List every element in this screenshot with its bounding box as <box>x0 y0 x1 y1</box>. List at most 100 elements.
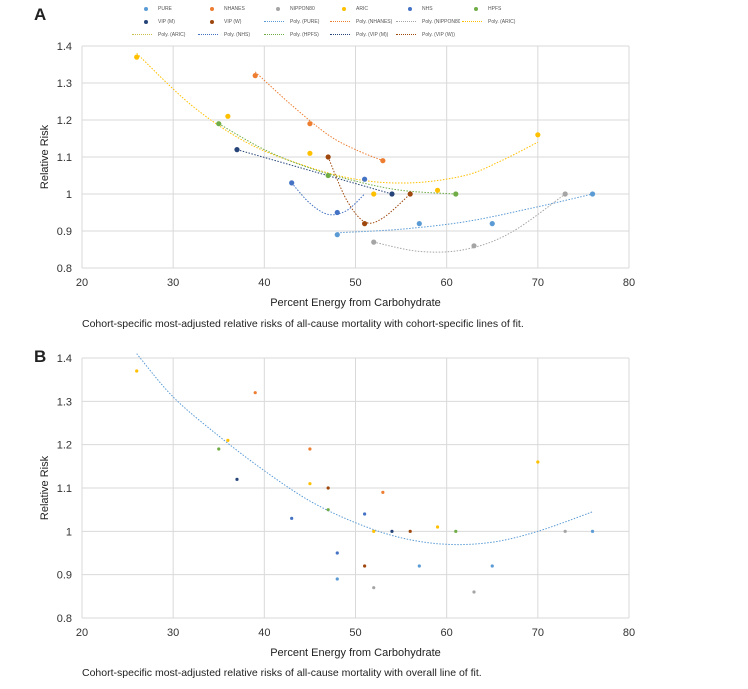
y-tick-label: 1 <box>66 189 72 201</box>
legend-label: Poly. (NHS) <box>224 31 251 38</box>
legend-item: Poly. (NIPPON80) <box>394 19 460 25</box>
legend-marker-line <box>462 21 482 22</box>
legend-row: PURE NHANES NIPPON80 ARIC NHS HPFS <box>130 2 590 15</box>
panel-a-label: A <box>34 5 47 24</box>
legend-item: ARIC <box>328 6 394 12</box>
x-tick-label: 40 <box>258 627 270 639</box>
y-tick-label: 1 <box>66 526 72 538</box>
legend-label: Poly. (NIPPON80) <box>422 18 460 25</box>
data-point-aric <box>135 369 139 373</box>
overall-fit-line <box>136 353 593 546</box>
legend-row: VIP (M) VIP (W) Poly. (PURE) Poly. (NHANES)… <box>130 15 590 28</box>
legend-marker-dot <box>474 6 478 11</box>
fit-line-nippon80 <box>373 193 566 253</box>
data-point-nhanes <box>253 391 257 395</box>
fit-line-pure <box>337 193 593 234</box>
data-point-vip-m <box>390 529 394 533</box>
data-point-pure <box>334 232 340 238</box>
data-point-nhs <box>363 512 367 516</box>
legend-item: VIP (W) <box>196 19 262 25</box>
legend-marker-dot <box>408 6 412 11</box>
chart-b-caption: Cohort-specific most-adjusted relative r… <box>82 667 482 679</box>
y-tick-label: 1.2 <box>57 440 72 452</box>
data-point-pure <box>489 221 495 227</box>
legend-row: Poly. (ARIC) Poly. (NHS) Poly. (HPFS) Poly.… <box>130 28 590 41</box>
x-tick-label: 80 <box>623 627 635 639</box>
x-tick-label: 70 <box>532 277 544 289</box>
data-point-pure <box>590 529 595 533</box>
data-point-vip-m <box>235 477 239 481</box>
x-tick-label: 20 <box>76 627 88 639</box>
data-point-nhs <box>289 180 295 186</box>
legend-label: NIPPON80 <box>290 5 315 12</box>
data-point-pure <box>417 564 421 568</box>
data-point-pure <box>490 564 494 568</box>
data-point-nhanes <box>381 490 385 494</box>
legend-label: Poly. (HPFS) <box>290 31 319 38</box>
data-point-hpfs <box>326 508 330 512</box>
legend-label: HPFS <box>488 5 502 12</box>
data-point-aric <box>536 460 540 464</box>
legend-marker-line <box>396 21 416 22</box>
fit-line-nhs <box>291 182 365 216</box>
data-point-vip-w <box>408 529 412 533</box>
x-tick-label: 60 <box>441 277 453 289</box>
data-point-pure <box>416 221 422 227</box>
fit-line-aric <box>136 53 539 184</box>
data-point-aric <box>225 113 231 119</box>
legend-item: Poly. (ARIC) <box>460 19 526 25</box>
legend-item: NHS <box>394 6 460 12</box>
legend-marker-line <box>330 34 350 35</box>
x-tick-label: 40 <box>258 277 270 289</box>
legend-item: Poly. (ARIC) <box>130 32 196 38</box>
data-point-aric <box>307 150 313 156</box>
data-point-aric <box>226 438 230 442</box>
legend-label: VIP (M) <box>158 18 175 25</box>
data-point-aric <box>134 54 140 60</box>
data-point-aric <box>535 132 541 138</box>
legend-marker-dot <box>210 19 214 24</box>
data-point-vip-w <box>325 154 331 160</box>
data-point-nippon80 <box>371 239 377 245</box>
data-point-pure <box>335 577 339 581</box>
data-point-vip-w <box>363 564 367 568</box>
y-tick-label: 0.9 <box>57 570 72 582</box>
legend-label: Poly. (PURE) <box>290 18 320 25</box>
legend-item: NHANES <box>196 6 262 12</box>
legend-label: Poly. (ARIC) <box>158 31 186 38</box>
legend-label: NHANES <box>224 5 245 12</box>
legend-marker-dot <box>210 6 214 11</box>
legend-label: Poly. (VIP (M)) <box>356 31 389 38</box>
data-point-nhs <box>362 176 368 182</box>
y-tick-label: 1.1 <box>57 483 72 495</box>
legend-marker-line <box>198 34 218 35</box>
data-point-vip-w <box>407 191 413 197</box>
legend-label: PURE <box>158 5 172 12</box>
data-point-nhanes <box>252 73 258 79</box>
panel-b-label: B <box>34 347 47 366</box>
legend-item: Poly. (NHANES) <box>328 19 394 25</box>
y-tick-label: 1.2 <box>57 115 72 127</box>
y-tick-label: 1.3 <box>57 396 72 408</box>
data-point-aric <box>435 525 440 529</box>
x-axis-title: Percent Energy from Carbohydrate <box>270 297 441 309</box>
data-point-aric <box>308 482 312 486</box>
data-point-hpfs <box>453 191 459 197</box>
data-point-aric <box>434 187 441 193</box>
legend-marker-dot <box>276 6 280 11</box>
x-tick-label: 20 <box>76 277 88 289</box>
x-tick-label: 50 <box>349 627 361 639</box>
chart-a-caption: Cohort-specific most-adjusted relative r… <box>82 318 524 330</box>
data-point-hpfs <box>325 172 331 179</box>
y-tick-label: 1.4 <box>57 353 72 365</box>
data-point-nhanes <box>307 121 313 127</box>
y-tick-label: 0.9 <box>57 226 72 238</box>
legend-item: NIPPON80 <box>262 6 328 12</box>
legend-label: NHS <box>422 5 433 12</box>
data-point-vip-w <box>362 221 368 227</box>
y-tick-label: 0.8 <box>57 263 72 275</box>
x-tick-label: 70 <box>532 627 544 639</box>
data-point-nippon80 <box>472 590 476 594</box>
x-tick-label: 60 <box>441 627 453 639</box>
